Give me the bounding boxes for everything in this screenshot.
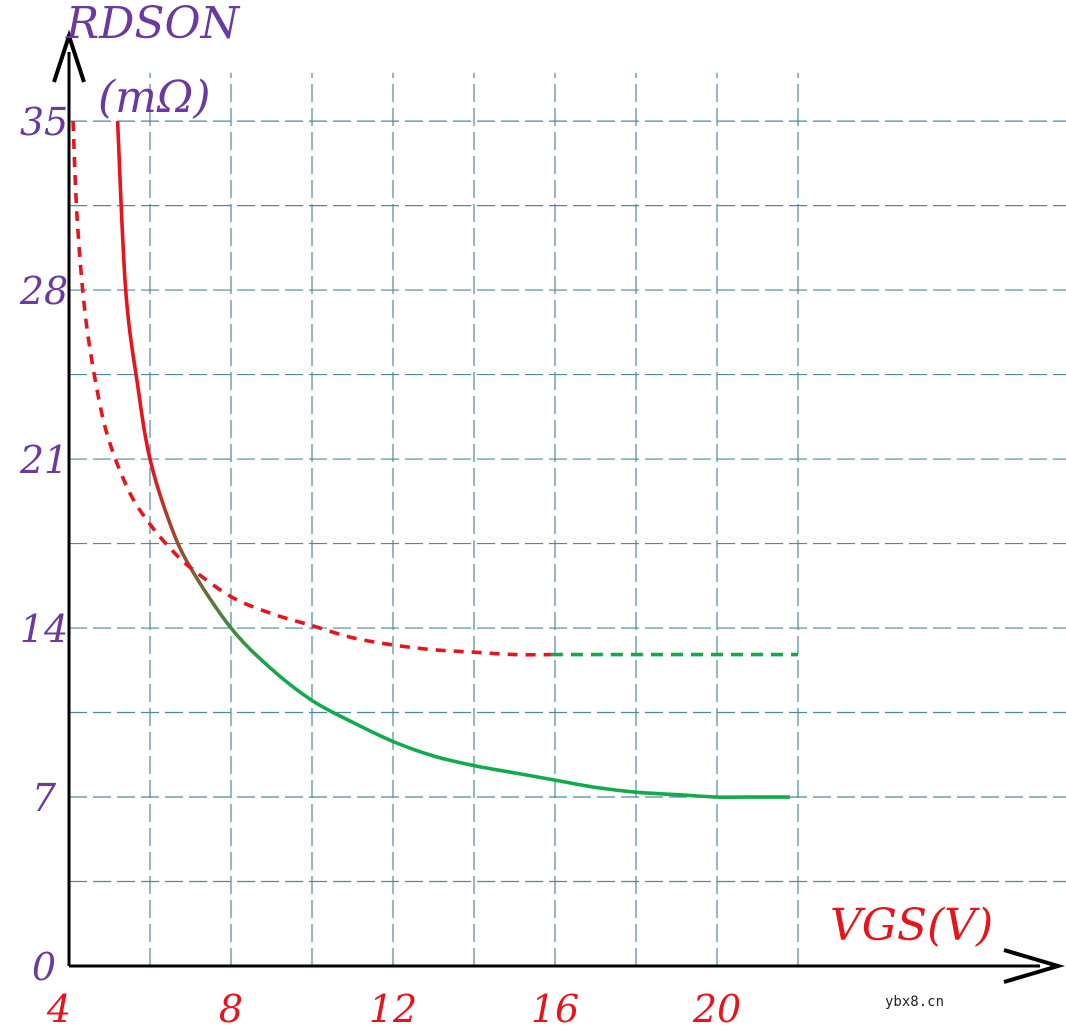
series-group bbox=[71, 121, 798, 799]
x-tick-label: 12 bbox=[369, 987, 417, 1031]
tick-labels: 0 7 14 21 28 35 4 8 12 16 20 bbox=[19, 100, 741, 1031]
y-tick-label: 14 bbox=[20, 607, 68, 651]
x-tick-label: 20 bbox=[692, 987, 741, 1031]
x-tick-label: 4 bbox=[46, 987, 71, 1031]
x-axis-arrowhead bbox=[1003, 948, 1066, 984]
y-tick-label: 28 bbox=[19, 269, 68, 313]
axes bbox=[52, 29, 1066, 984]
watermark: ybx8.cn bbox=[885, 994, 944, 1010]
grid-lines bbox=[69, 72, 1066, 966]
y-tick-label: 7 bbox=[32, 776, 57, 820]
series-solid-line bbox=[115, 121, 790, 799]
y-axis-arrowhead bbox=[52, 29, 86, 83]
y-tick-label: 35 bbox=[20, 100, 68, 144]
x-axis-title: VGS(V) bbox=[830, 900, 993, 951]
y-axis-title-line2: (mΩ) bbox=[98, 72, 211, 123]
y-tick-label: 0 bbox=[32, 945, 56, 989]
y-tick-label: 21 bbox=[19, 438, 68, 482]
x-tick-label: 16 bbox=[531, 987, 579, 1031]
x-tick-label: 8 bbox=[219, 987, 243, 1031]
y-axis-title-line1: RDSON bbox=[65, 0, 241, 49]
